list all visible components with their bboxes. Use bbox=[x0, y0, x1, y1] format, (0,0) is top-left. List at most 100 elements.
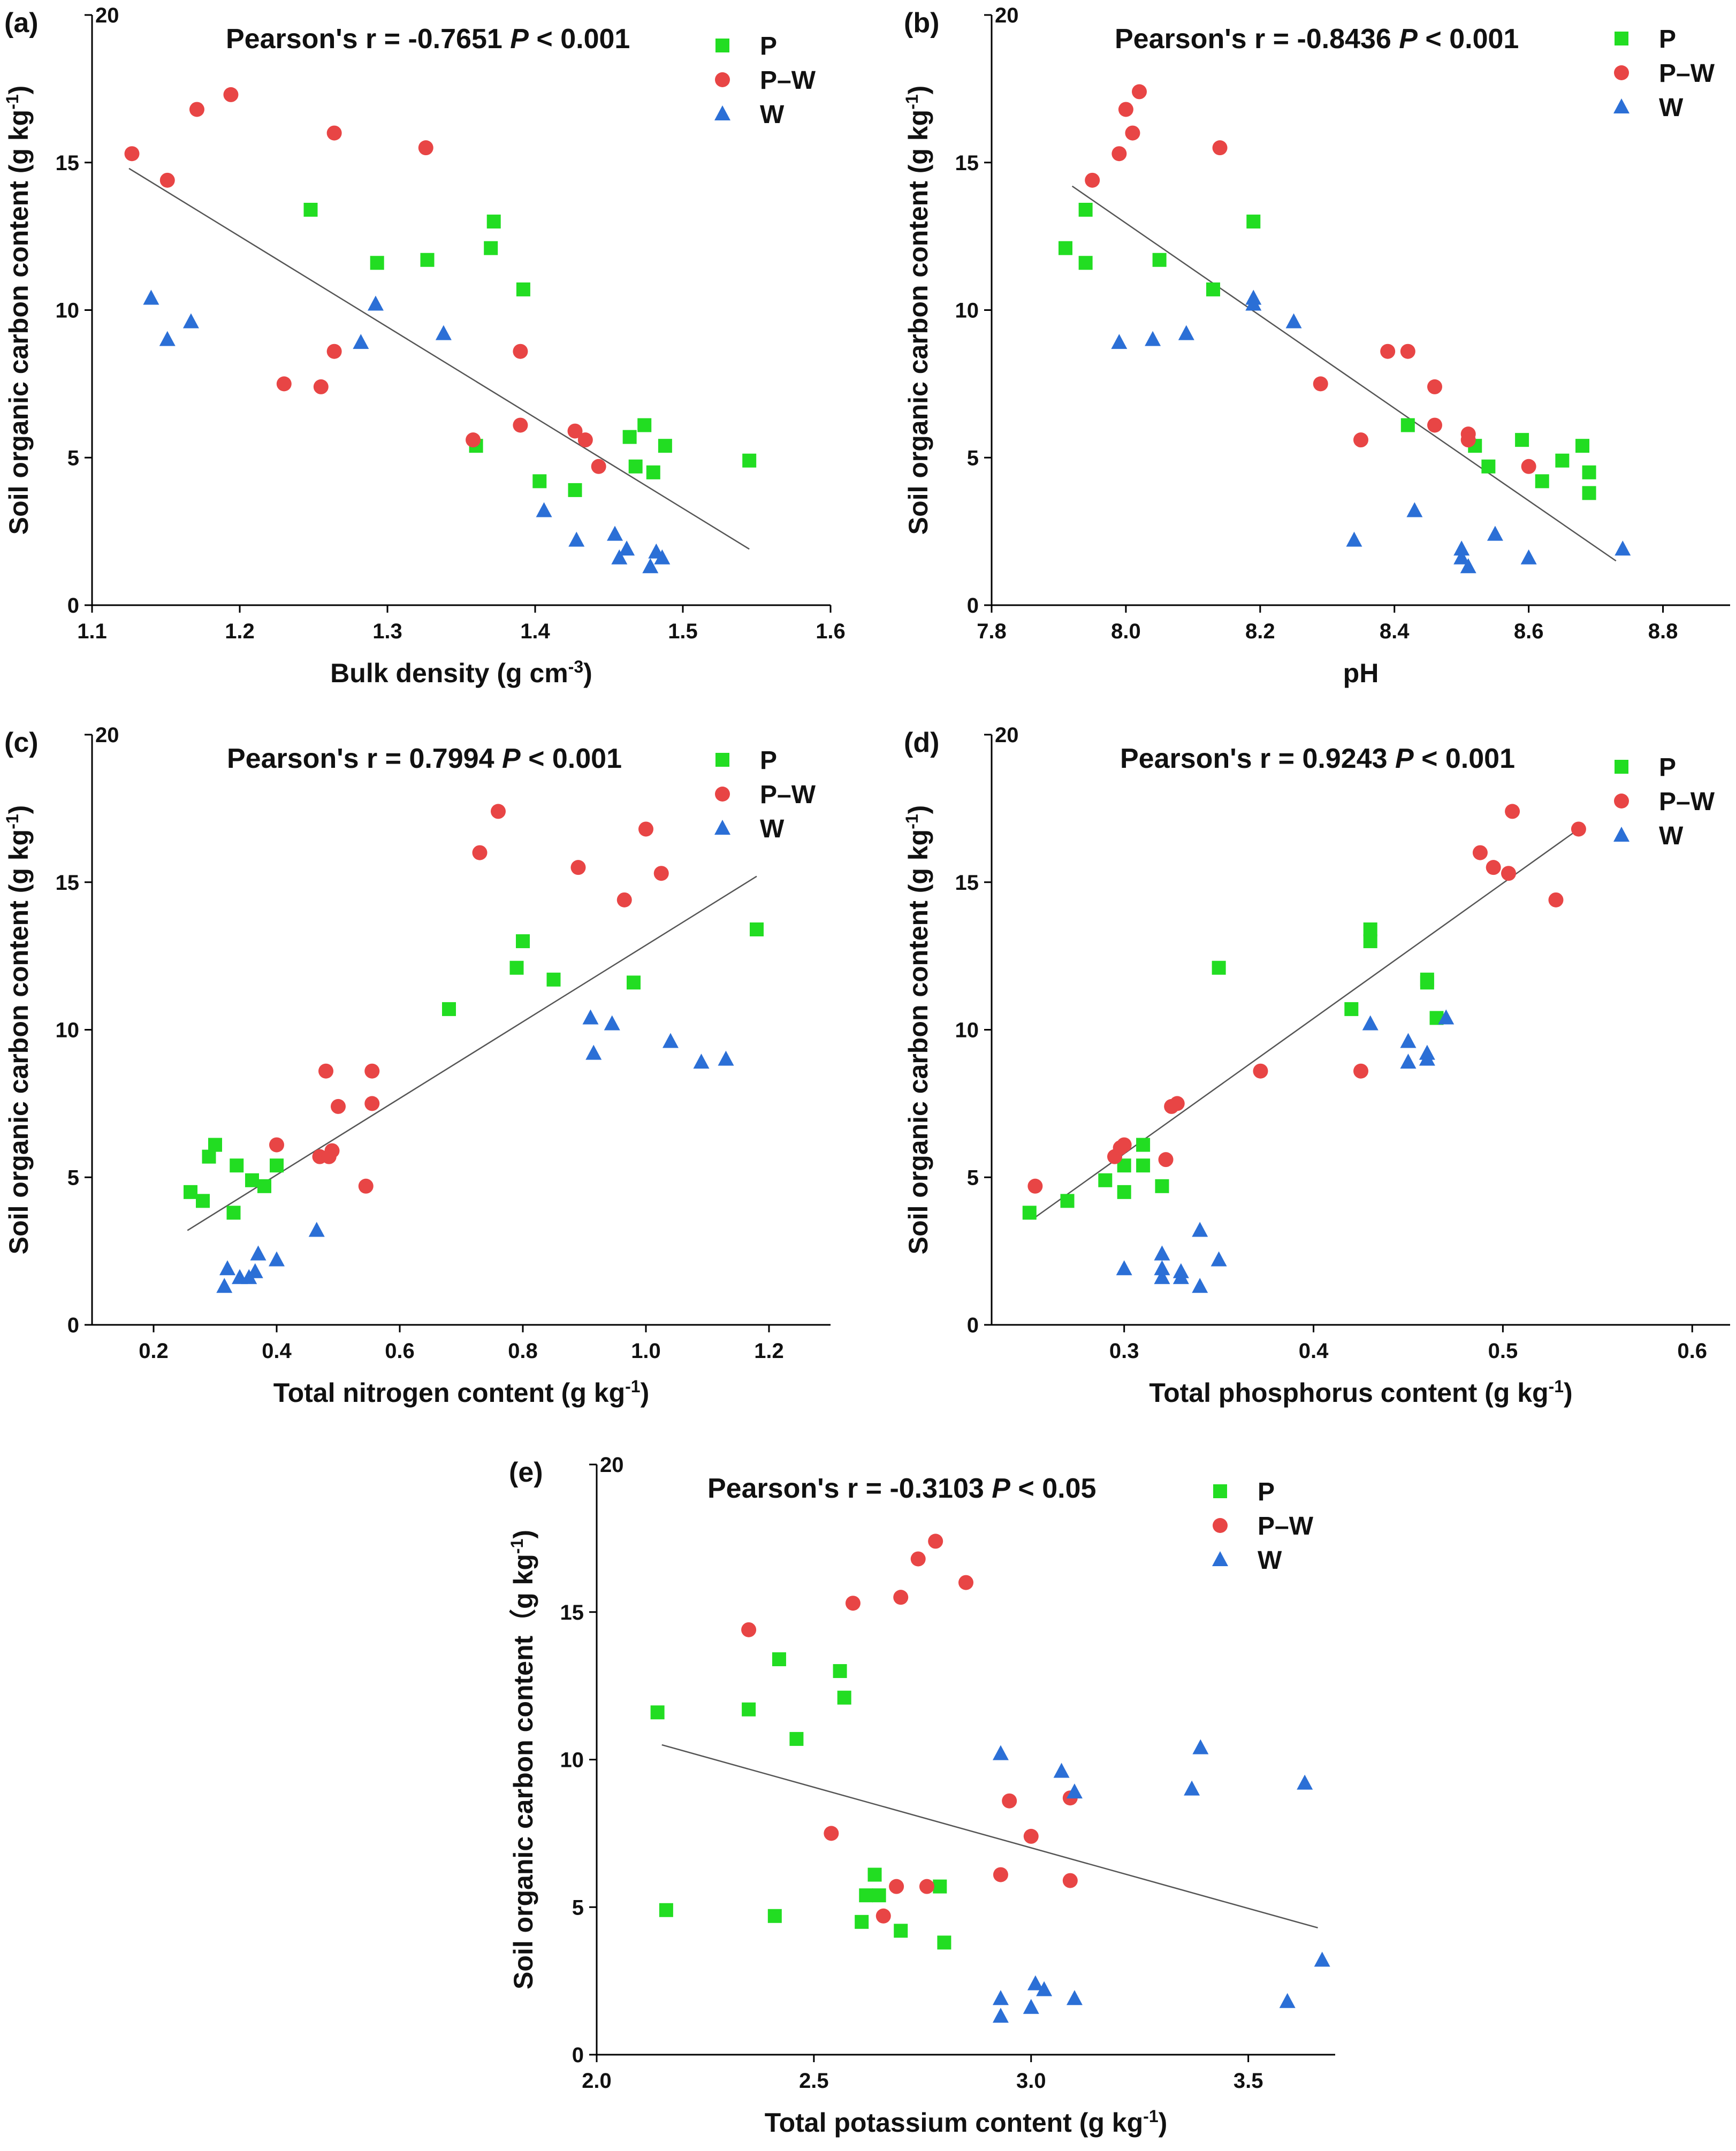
legend-marker-p bbox=[715, 753, 729, 767]
legend-marker-p bbox=[715, 39, 729, 52]
data-point bbox=[1154, 1245, 1170, 1261]
data-point bbox=[1184, 1780, 1200, 1796]
data-point bbox=[718, 1050, 734, 1066]
legend-marker-p-w bbox=[715, 72, 730, 87]
data-point bbox=[484, 241, 498, 255]
legend-label: P bbox=[760, 32, 777, 60]
data-point bbox=[1400, 1054, 1417, 1069]
trend-line bbox=[661, 1744, 1318, 1929]
data-point bbox=[1615, 540, 1631, 556]
y-tick-label: 20 bbox=[995, 4, 1019, 27]
panel-label: (b) bbox=[904, 7, 939, 39]
data-point bbox=[1353, 1063, 1368, 1079]
axis-frame bbox=[91, 15, 831, 606]
data-point bbox=[1363, 922, 1377, 936]
data-point bbox=[642, 558, 659, 574]
series-p-w bbox=[1027, 804, 1586, 1194]
data-point bbox=[1460, 432, 1476, 448]
y-tick-label: 0 bbox=[67, 594, 79, 617]
data-point bbox=[1053, 1763, 1070, 1778]
data-point bbox=[567, 423, 583, 439]
x-tick-label: 1.1 bbox=[77, 620, 107, 643]
data-point bbox=[585, 1044, 602, 1060]
data-point bbox=[659, 1903, 673, 1917]
data-point bbox=[1353, 432, 1368, 448]
data-point bbox=[1210, 1251, 1227, 1267]
data-point bbox=[859, 1888, 873, 1903]
data-point bbox=[1363, 934, 1377, 949]
data-point bbox=[1212, 960, 1226, 975]
legend-label: W bbox=[1258, 1546, 1282, 1575]
panel-e: 2.0 2.5 3.0 3.5 0 5 10 15 20 (e) Pearson's r = -0.… bbox=[507, 1453, 1335, 2138]
data-point bbox=[1481, 459, 1496, 474]
data-point bbox=[491, 804, 506, 819]
data-point bbox=[741, 1622, 757, 1637]
data-point bbox=[358, 1178, 374, 1194]
data-point bbox=[1453, 540, 1470, 556]
data-point bbox=[1192, 1739, 1209, 1755]
legend-marker-p-w bbox=[715, 787, 730, 802]
data-point bbox=[622, 430, 637, 444]
data-point bbox=[196, 1194, 210, 1208]
data-point bbox=[1253, 1063, 1268, 1079]
series-p-w bbox=[124, 87, 606, 474]
data-point bbox=[591, 459, 606, 474]
y-tick-label: 20 bbox=[600, 1453, 624, 1477]
data-point bbox=[767, 1909, 782, 1923]
data-point bbox=[654, 549, 671, 565]
data-point bbox=[269, 1251, 285, 1267]
panel-label: (c) bbox=[4, 727, 39, 758]
y-axis-title: Soil organic carbon content（g kg-1) bbox=[507, 1530, 538, 1989]
data-point bbox=[159, 172, 175, 188]
x-tick-label: 0.6 bbox=[1677, 1339, 1707, 1363]
x-axis-title: pH bbox=[1343, 658, 1379, 688]
data-point bbox=[182, 313, 199, 329]
data-point bbox=[750, 922, 764, 936]
data-point bbox=[1036, 1981, 1053, 1996]
data-point bbox=[1297, 1774, 1313, 1790]
data-point bbox=[1313, 376, 1328, 392]
data-point bbox=[1132, 84, 1147, 100]
data-point bbox=[789, 1732, 804, 1746]
data-point bbox=[837, 1690, 851, 1705]
data-point bbox=[1066, 1990, 1083, 2005]
data-point bbox=[1085, 172, 1100, 188]
legend-marker-w bbox=[1613, 827, 1630, 842]
data-point bbox=[1400, 1033, 1417, 1048]
data-point bbox=[257, 1179, 271, 1193]
data-point bbox=[1078, 256, 1093, 270]
data-point bbox=[546, 972, 561, 987]
data-point bbox=[658, 439, 672, 453]
data-point bbox=[637, 418, 652, 432]
x-tick-label: 2.0 bbox=[582, 2069, 612, 2093]
data-point bbox=[1111, 146, 1127, 162]
legend-marker-p-w bbox=[1614, 65, 1629, 80]
data-point bbox=[1116, 1137, 1132, 1153]
data-point bbox=[1486, 860, 1501, 875]
data-point bbox=[1245, 295, 1262, 311]
data-point bbox=[1555, 453, 1570, 468]
series-p-w bbox=[269, 804, 669, 1194]
data-point bbox=[607, 525, 623, 541]
data-point bbox=[1117, 1185, 1131, 1199]
legend-label: W bbox=[1659, 94, 1684, 122]
data-point bbox=[619, 540, 635, 556]
y-axis-title: Soil organic carbon content (g kg-1) bbox=[902, 805, 933, 1255]
y-tick-label: 0 bbox=[572, 2043, 584, 2067]
data-point bbox=[1505, 804, 1520, 819]
y-tick-label: 5 bbox=[967, 446, 979, 470]
legend-label: P bbox=[760, 746, 777, 775]
data-point bbox=[370, 256, 384, 270]
data-point bbox=[1346, 531, 1362, 547]
x-tick-label: 1.2 bbox=[225, 620, 255, 643]
x-axis-title: Total nitrogen content (g kg-1) bbox=[273, 1377, 649, 1408]
y-tick-label: 15 bbox=[560, 1601, 584, 1624]
series-w bbox=[216, 1009, 734, 1293]
data-point bbox=[1521, 459, 1536, 474]
data-point bbox=[420, 253, 435, 267]
data-point bbox=[532, 474, 547, 489]
legend-marker-p bbox=[1615, 760, 1628, 774]
data-point bbox=[1116, 1260, 1132, 1276]
data-point bbox=[992, 2008, 1009, 2023]
panel-b: 7.8 8.0 8.2 8.4 8.6 8.8 0 5 10 15 20 (b) Pearson's r… bbox=[902, 4, 1730, 688]
